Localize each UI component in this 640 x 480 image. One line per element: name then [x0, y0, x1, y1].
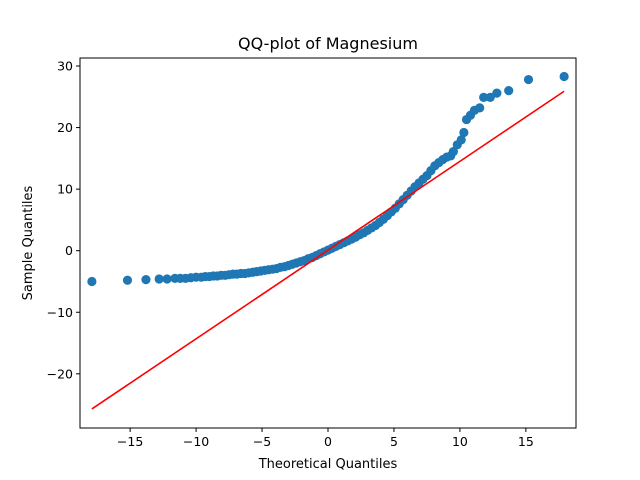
data-point: [162, 274, 172, 284]
x-tick-label: −5: [253, 434, 271, 449]
y-tick-label: 20: [57, 120, 73, 135]
y-tick-label: −20: [47, 366, 73, 381]
data-point: [475, 103, 485, 113]
x-tick-label: −10: [183, 434, 209, 449]
data-point: [479, 92, 489, 103]
y-tick-label: 30: [57, 59, 73, 74]
y-tick-label: 0: [65, 243, 73, 258]
data-point: [492, 88, 502, 98]
x-tick-label: 5: [390, 434, 398, 449]
data-point: [504, 86, 514, 96]
data-point: [154, 274, 164, 284]
x-tick-label: −15: [117, 434, 143, 449]
y-tick-label: −10: [47, 305, 73, 320]
data-point: [87, 276, 97, 287]
x-tick-label: 0: [324, 434, 332, 449]
data-point: [456, 135, 466, 145]
data-point: [122, 275, 133, 285]
chart-title: QQ-plot of Magnesium: [238, 34, 418, 53]
data-point: [523, 74, 534, 85]
axes-frame: [79, 57, 577, 429]
reference-line: [91, 90, 565, 410]
x-tick-label: 15: [518, 434, 534, 449]
x-tick-label: 10: [452, 434, 468, 449]
axis-ticks: −15 −10 −5 0 5 10 15 −20 −10 0 10 20 30: [47, 59, 534, 449]
data-point: [141, 275, 151, 285]
y-tick-label: 10: [57, 182, 73, 197]
data-point: [448, 146, 458, 157]
data-point: [485, 92, 495, 103]
y-axis-label: Sample Quantiles: [21, 185, 36, 300]
plot-area: [87, 71, 569, 410]
x-axis-label: Theoretical Quantiles: [258, 457, 398, 472]
data-point: [559, 71, 569, 82]
data-point: [459, 127, 469, 138]
